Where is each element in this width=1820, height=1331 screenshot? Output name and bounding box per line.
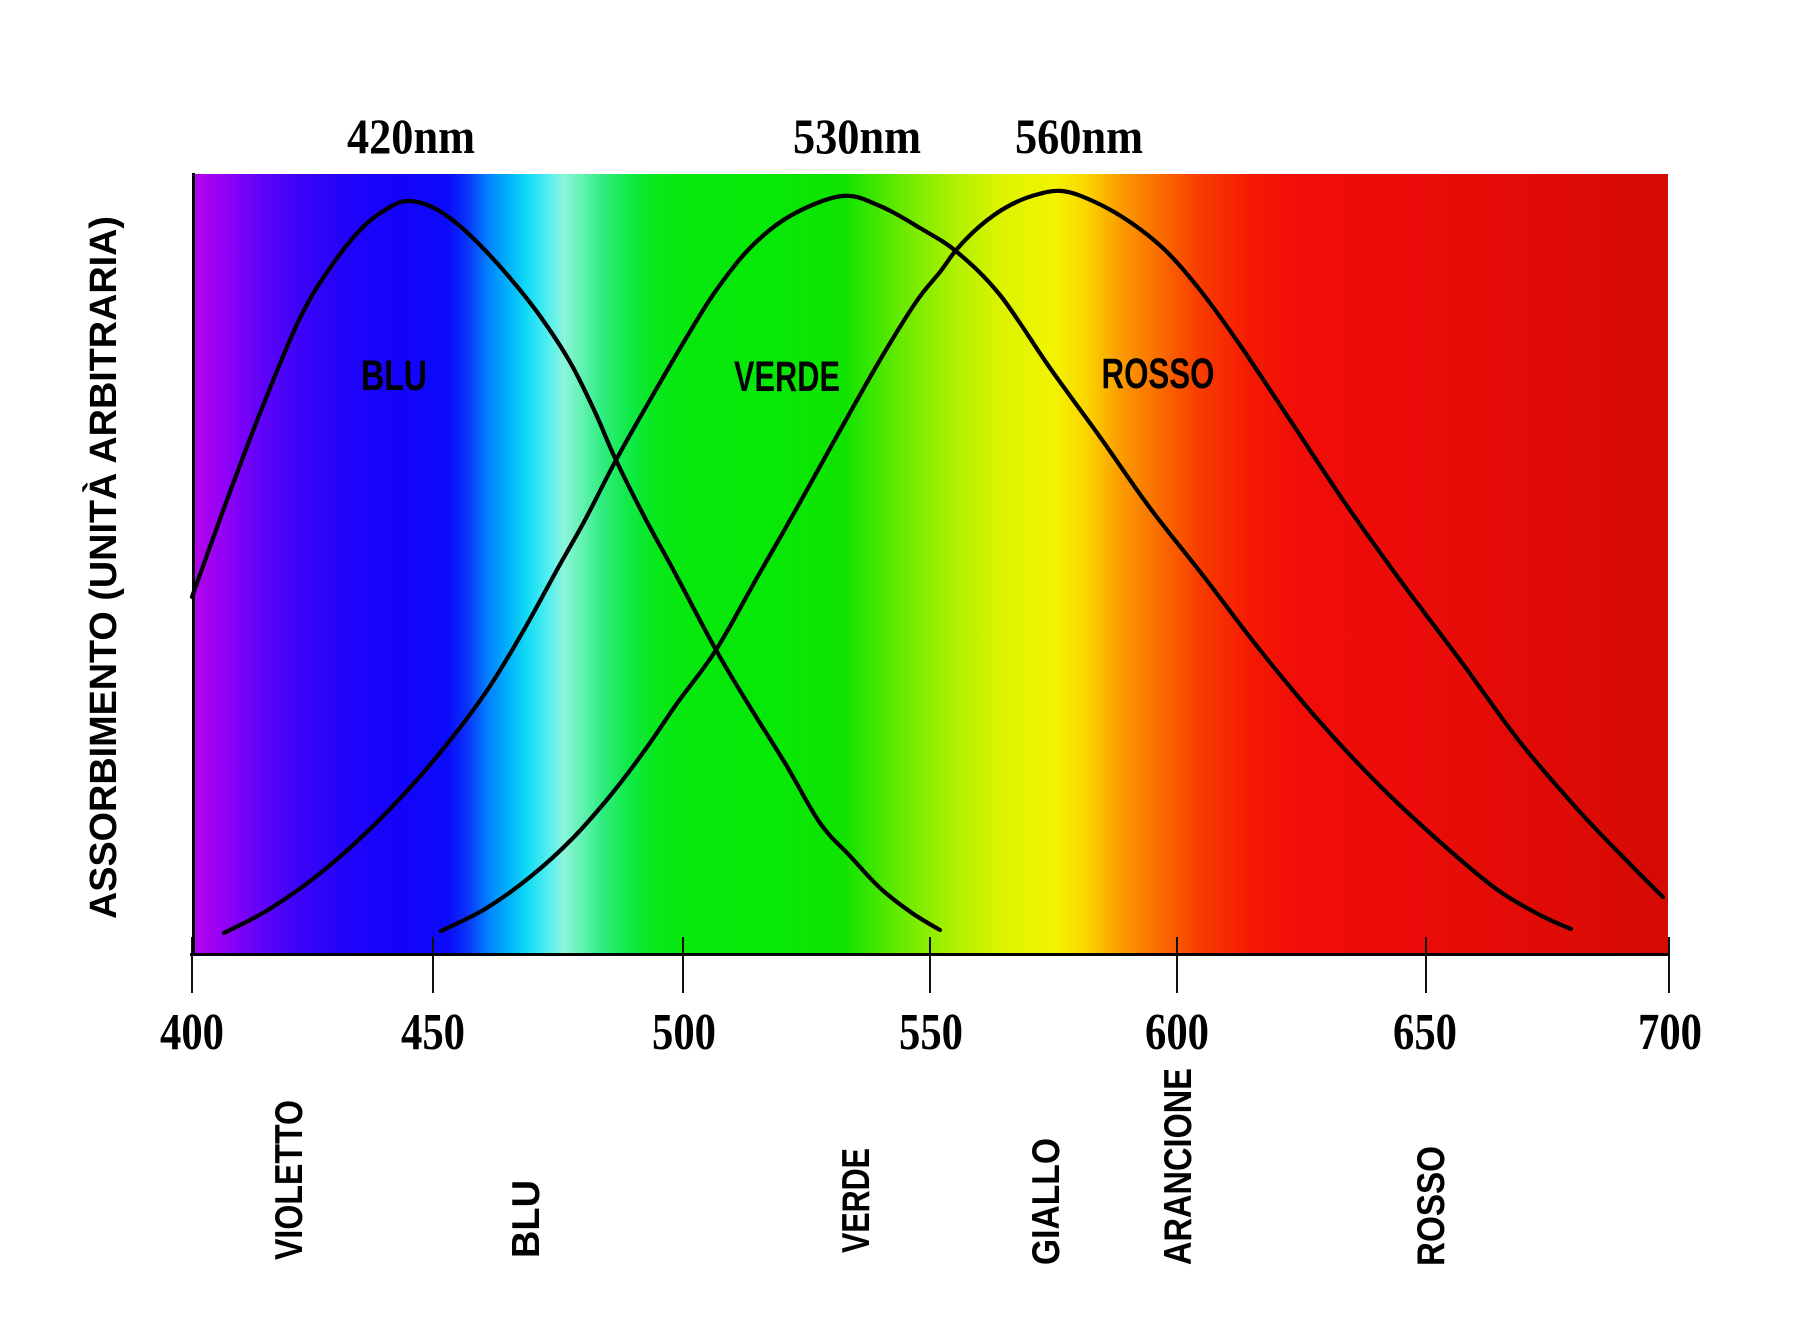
svg-text:VERDE: VERDE bbox=[835, 1148, 878, 1253]
svg-text:560nm: 560nm bbox=[1015, 108, 1143, 164]
svg-text:650: 650 bbox=[1393, 1004, 1457, 1061]
svg-text:700: 700 bbox=[1638, 1004, 1702, 1061]
svg-text:400: 400 bbox=[160, 1004, 224, 1061]
svg-text:530nm: 530nm bbox=[793, 108, 921, 164]
svg-text:ROSSO: ROSSO bbox=[1410, 1146, 1453, 1266]
svg-text:500: 500 bbox=[652, 1004, 716, 1061]
svg-text:BLU: BLU bbox=[505, 1180, 548, 1258]
svg-text:450: 450 bbox=[401, 1004, 465, 1061]
svg-text:420nm: 420nm bbox=[347, 108, 475, 164]
svg-text:GIALLO: GIALLO bbox=[1025, 1138, 1068, 1265]
svg-text:550: 550 bbox=[899, 1004, 963, 1061]
svg-text:ARANCIONE: ARANCIONE bbox=[1157, 1068, 1200, 1265]
svg-text:600: 600 bbox=[1145, 1004, 1209, 1061]
svg-text:VIOLETTO: VIOLETTO bbox=[268, 1100, 311, 1260]
svg-text:BLU: BLU bbox=[361, 352, 427, 400]
svg-text:ROSSO: ROSSO bbox=[1102, 350, 1215, 398]
svg-text:VERDE: VERDE bbox=[734, 353, 840, 401]
svg-text:ASSORBIMENTO (UNITÀ ARBITRARIA: ASSORBIMENTO (UNITÀ ARBITRARIA) bbox=[81, 216, 125, 919]
